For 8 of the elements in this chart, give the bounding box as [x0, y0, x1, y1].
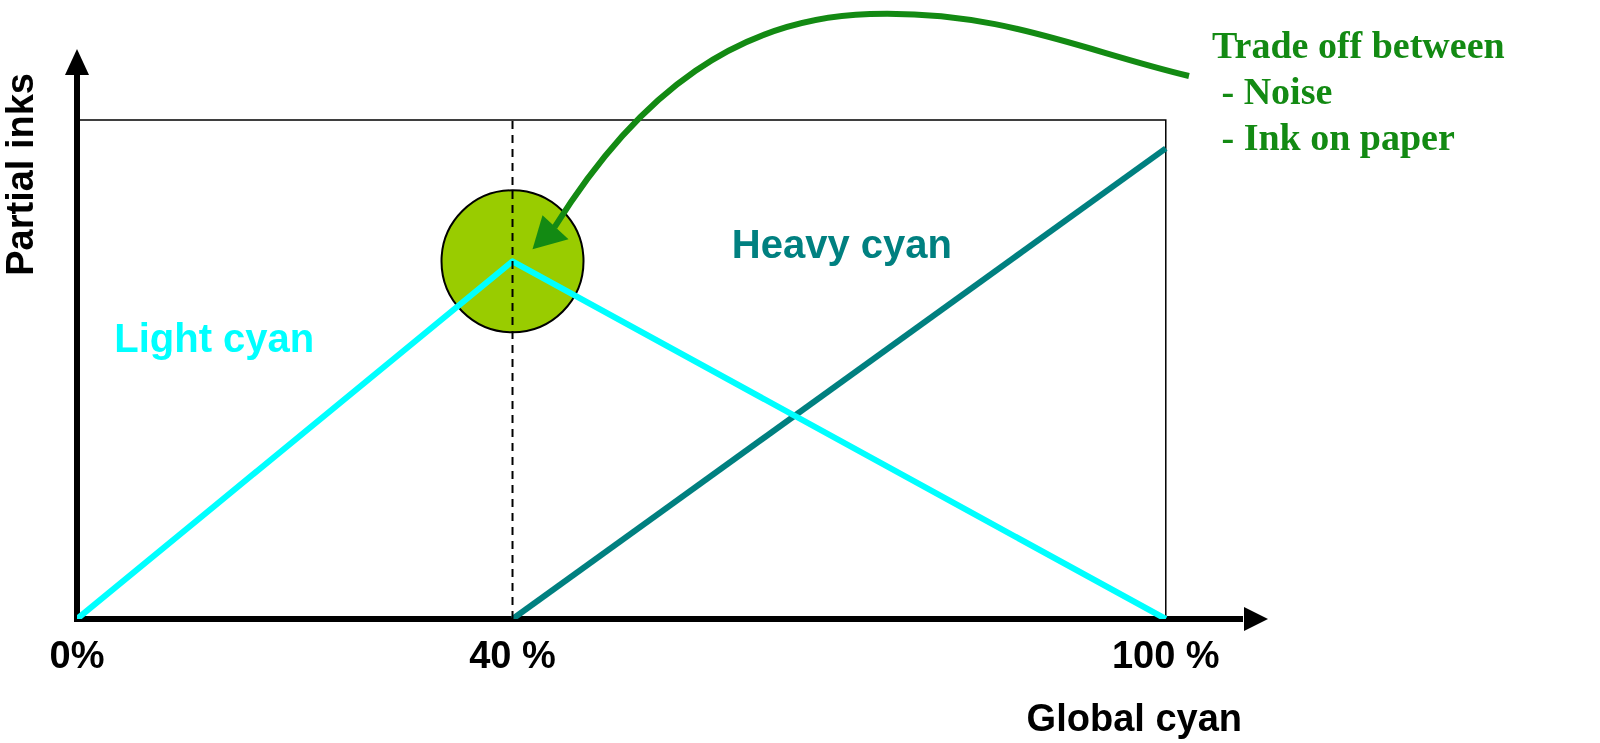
x-tick-label: 0% [49, 634, 105, 677]
series-label: Light cyan [114, 316, 315, 361]
x-tick-label: 100 % [1111, 634, 1220, 677]
annotation: Trade off between - Noise - Ink on paper [1212, 23, 1505, 160]
x-tick-label: 40 % [469, 634, 556, 677]
x-axis-title: Global cyan [1026, 696, 1242, 739]
y-axis-title: Partial inks [0, 73, 42, 276]
series-label: Heavy cyan [731, 222, 952, 267]
